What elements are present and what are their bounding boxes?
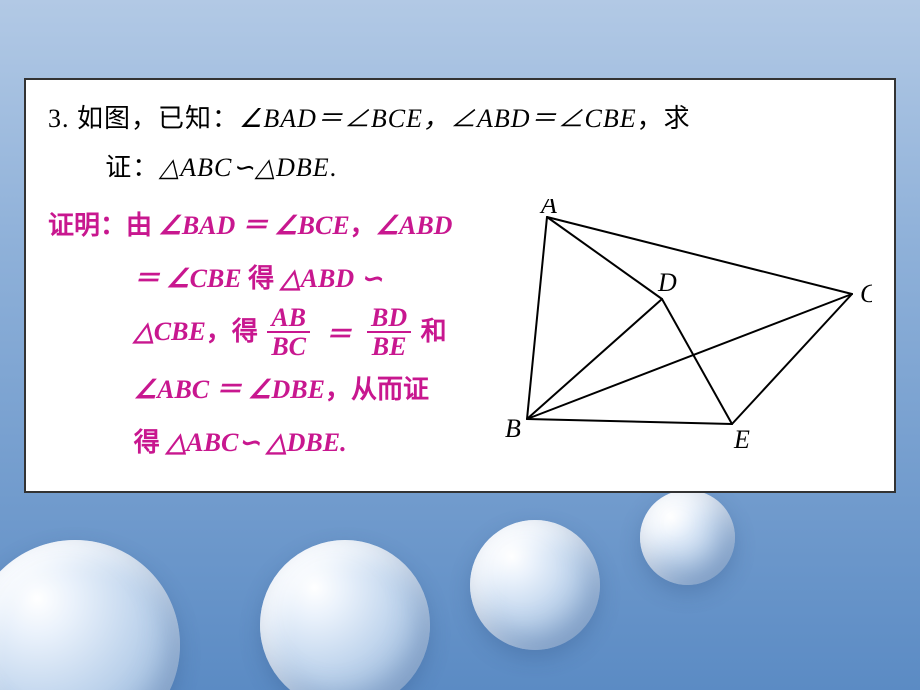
- proof-math: ＝: [216, 375, 242, 404]
- proof-math: ∽: [238, 428, 260, 457]
- problem-math: ∠BAD＝∠BCE，∠ABD＝∠CBE: [239, 104, 637, 133]
- proof-text: 由: [126, 211, 152, 240]
- svg-text:A: A: [539, 199, 557, 219]
- proof-math: △ABC: [166, 428, 238, 457]
- problem-text: .: [330, 153, 338, 182]
- proof-math: △ABD: [281, 264, 354, 293]
- fraction-numer: AB: [267, 304, 310, 331]
- fraction: BD BE: [367, 304, 411, 361]
- proof-body: 证明：由 ∠BAD ＝ ∠BCE，∠ABD ＝ ∠CBE 得 △ABD ∽ △C…: [48, 199, 478, 470]
- problem-text: ，求: [637, 104, 691, 133]
- proof-text: 得: [134, 428, 160, 457]
- fraction-denom: BE: [367, 331, 411, 360]
- proof-math: ∠BCE: [274, 211, 349, 240]
- svg-text:D: D: [657, 268, 677, 297]
- proof-area: 证明：由 ∠BAD ＝ ∠BCE，∠ABD ＝ ∠CBE 得 △ABD ∽ △C…: [48, 199, 872, 470]
- fraction-denom: BC: [267, 331, 310, 360]
- proof-text: ，得: [206, 317, 258, 346]
- proof-text: 得: [248, 264, 274, 293]
- proof-math: ＝: [326, 308, 352, 361]
- proof-math: △DBE: [267, 428, 340, 457]
- fraction: AB BC: [267, 304, 310, 361]
- proof-math: ∽: [361, 264, 383, 293]
- proof-math: ∠CBE: [166, 264, 241, 293]
- problem-number: 3.: [48, 104, 70, 133]
- proof-text: ，: [350, 211, 376, 240]
- proof-math: ＝: [134, 264, 160, 293]
- bg-sphere: [260, 540, 430, 690]
- problem-statement: 3. 如图，已知：∠BAD＝∠BCE，∠ABD＝∠CBE，求 证：△ABC∽△D…: [48, 94, 872, 193]
- proof-math: ＝: [242, 211, 268, 240]
- proof-math: ∠DBE: [248, 375, 325, 404]
- proof-math: △CBE: [134, 317, 206, 346]
- proof-label: 证明：: [48, 211, 126, 240]
- problem-text: 证：: [105, 153, 159, 182]
- proof-math: ∠BAD: [159, 211, 236, 240]
- problem-text: 如图，已知：: [77, 104, 239, 133]
- fraction-numer: BD: [367, 304, 411, 331]
- svg-text:C: C: [860, 279, 872, 308]
- bg-sphere: [640, 490, 735, 585]
- proof-math: ∠ABC: [134, 375, 209, 404]
- svg-text:B: B: [505, 414, 521, 443]
- geometry-diagram: A B C D E: [472, 199, 872, 459]
- proof-math: ∠ABD: [376, 211, 453, 240]
- proof-text: .: [340, 428, 347, 457]
- svg-text:E: E: [733, 425, 750, 454]
- proof-text: ，从而证: [325, 375, 429, 404]
- content-card: 3. 如图，已知：∠BAD＝∠BCE，∠ABD＝∠CBE，求 证：△ABC∽△D…: [24, 78, 896, 493]
- bg-sphere: [470, 520, 600, 650]
- bg-sphere: [0, 540, 180, 690]
- proof-text: 和: [421, 317, 447, 346]
- problem-math: △ABC∽△DBE: [159, 153, 329, 182]
